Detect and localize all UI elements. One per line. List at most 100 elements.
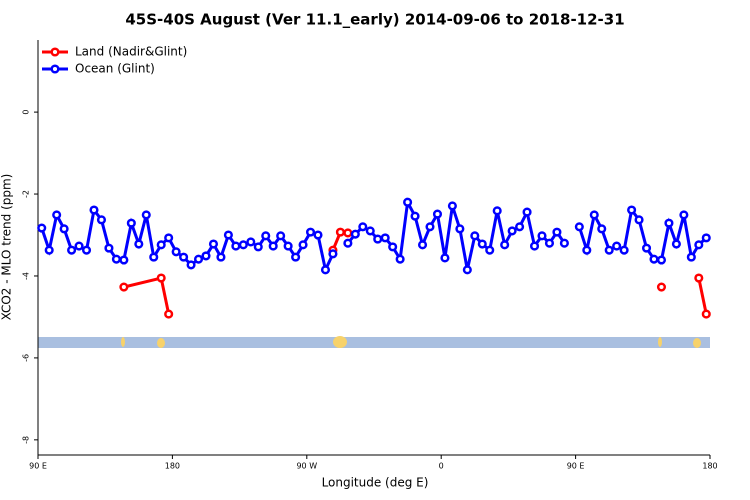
point [470,231,480,241]
y-tick-label: -4 [22,272,31,280]
point [313,230,323,240]
point [455,224,465,234]
point [701,233,711,243]
point [403,197,413,207]
point [425,222,435,232]
x-tick-label: 0 [439,462,444,471]
point [701,309,711,319]
point [350,229,360,239]
point [358,222,368,232]
point [134,239,144,249]
point [679,210,689,220]
y-tick-label: -2 [22,190,31,198]
point [89,205,99,215]
point [193,254,204,264]
point [276,231,286,241]
point [544,238,555,248]
point [111,254,121,264]
point [365,226,375,236]
point [335,227,345,237]
point [320,265,331,275]
point [149,252,159,262]
point [298,240,308,250]
legend-marker [50,47,60,57]
legend-marker [50,64,60,74]
mask-land [333,336,347,348]
point [156,240,166,250]
point [104,243,114,253]
point [44,245,54,255]
point [216,252,226,262]
point [164,233,174,243]
point [268,241,278,251]
point [627,205,637,215]
point [395,254,405,264]
point [559,238,569,248]
series [119,227,711,319]
point [485,245,495,255]
point [141,210,151,220]
x-tick-label: 90 E [29,462,47,471]
point [574,222,584,232]
point [552,227,562,237]
point [507,226,517,236]
legend-label: Ocean (Glint) [75,62,155,76]
x-tick-label: 180 [165,462,180,471]
mask-land [157,338,165,348]
point [477,239,487,249]
point [67,245,77,255]
point [649,254,659,264]
x-axis-title: Longitude (deg E) [322,476,429,490]
point [171,247,181,257]
point [164,309,174,319]
x-tick-label: 90 E [567,462,585,471]
point [492,206,502,216]
y-tick-label: -6 [22,354,31,362]
point [664,218,674,228]
point [641,243,652,253]
point [126,218,136,228]
point [597,224,607,234]
point [37,223,47,233]
point [201,251,211,261]
point [343,228,353,238]
point [417,240,428,250]
y-tick-label: -8 [22,436,31,444]
point [589,210,599,220]
point [671,239,681,249]
point [119,282,129,292]
mask-land [658,337,662,347]
y-axis-title: XCO2 - MLO trend (ppm) [0,174,14,321]
x-tick-label: 90 W [296,462,317,471]
mask-land [121,337,125,347]
point [582,245,592,255]
point [522,207,532,217]
point [238,240,248,250]
x-tick-label: 180 [702,462,717,471]
point [343,238,353,248]
point [231,241,241,251]
point [223,230,233,240]
point [537,231,547,241]
point [440,253,450,263]
point [283,241,293,251]
point [634,215,644,225]
point [604,245,614,255]
point [410,211,420,221]
land-mask [38,336,710,348]
point [253,242,263,252]
point [694,240,704,250]
legend-label: Land (Nadir&Glint) [75,45,187,59]
point [447,201,457,211]
point [656,282,667,292]
point [305,227,316,237]
series [37,197,711,275]
point [529,241,540,251]
point [432,209,443,219]
point [388,242,398,252]
point [291,252,301,262]
point [515,222,525,232]
point [462,265,472,275]
point [59,224,69,234]
